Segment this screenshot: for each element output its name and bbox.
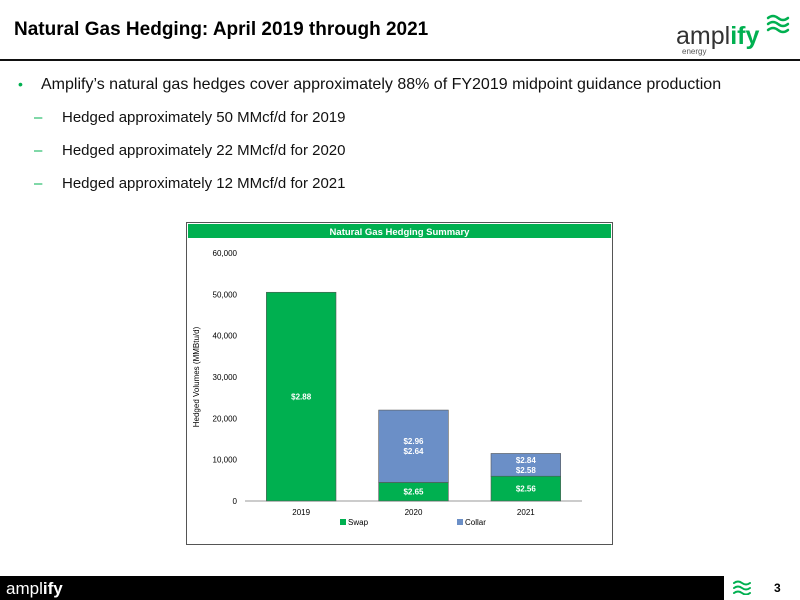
x-tick-label: 2019 bbox=[292, 508, 310, 517]
bar-swap-2021 bbox=[490, 475, 561, 502]
bar-collar-2020 bbox=[378, 409, 449, 483]
legend-label-swap: Swap bbox=[348, 518, 369, 527]
footer-wave-icon bbox=[733, 580, 751, 595]
legend-swatch-swap bbox=[340, 519, 346, 525]
x-tick-label: 2020 bbox=[405, 508, 423, 517]
sub-bullet-2019: – Hedged approximately 50 MMcf/d for 201… bbox=[18, 107, 778, 128]
y-axis-label: Hedged Volumes (MMBtu/d) bbox=[192, 326, 201, 427]
sub-bullet-2020: – Hedged approximately 22 MMcf/d for 202… bbox=[18, 140, 778, 161]
footer-bar bbox=[0, 576, 724, 600]
sub-bullet-text: Hedged approximately 50 MMcf/d for 2019 bbox=[62, 109, 346, 126]
sub-bullet-text: Hedged approximately 22 MMcf/d for 2020 bbox=[62, 142, 346, 159]
dash-icon: – bbox=[34, 142, 43, 159]
bullet-main-text: Amplify’s natural gas hedges cover appro… bbox=[41, 76, 722, 93]
sub-bullet-text: Hedged approximately 12 MMcf/d for 2021 bbox=[62, 175, 346, 192]
page-number: 3 bbox=[774, 581, 781, 595]
bar-price-label: $2.88 bbox=[291, 393, 312, 402]
svg-text:amplify: amplify bbox=[6, 579, 63, 598]
slide-title: Natural Gas Hedging: April 2019 through … bbox=[14, 19, 429, 40]
bullet-main: • Amplify’s natural gas hedges cover app… bbox=[18, 74, 778, 95]
x-tick-label: 2021 bbox=[517, 508, 535, 517]
dash-icon: – bbox=[34, 175, 43, 192]
y-tick-label: 30,000 bbox=[213, 373, 238, 382]
legend-label-collar: Collar bbox=[465, 518, 486, 527]
bar-price-label: $2.58 bbox=[516, 466, 537, 475]
chart-svg: Natural Gas Hedging Summary 0 10,000 20,000… bbox=[188, 224, 611, 527]
chart-title-banner bbox=[188, 224, 611, 238]
bullet-dot-icon: • bbox=[18, 76, 23, 92]
footer-logo-accent: ify bbox=[43, 579, 63, 598]
header-divider bbox=[0, 59, 800, 61]
bar-swap-2019 bbox=[266, 291, 337, 502]
bullet-list: • Amplify’s natural gas hedges cover app… bbox=[18, 74, 778, 194]
svg-text:amplify: amplify bbox=[676, 22, 759, 50]
footer-logo-main: ampl bbox=[6, 579, 43, 598]
bar-price-label: $2.96 bbox=[403, 437, 424, 446]
logo-word-accent: ify bbox=[730, 22, 759, 50]
sub-bullet-2021: – Hedged approximately 12 MMcf/d for 202… bbox=[18, 173, 778, 194]
bar-price-label: $2.56 bbox=[516, 485, 537, 494]
bar-collar-2021 bbox=[490, 453, 561, 477]
y-tick-label: 60,000 bbox=[213, 249, 238, 258]
y-tick-label: 20,000 bbox=[213, 414, 238, 423]
footer-logo: amplify bbox=[6, 579, 63, 598]
wave-icon bbox=[766, 14, 790, 34]
hedging-chart: Natural Gas Hedging Summary 0 10,000 20,000… bbox=[186, 222, 613, 545]
logo-tagline: energy bbox=[682, 47, 706, 56]
legend-swatch-collar bbox=[457, 519, 463, 525]
y-tick-label: 50,000 bbox=[213, 290, 238, 299]
bar-price-label: $2.65 bbox=[403, 488, 424, 497]
y-tick-label: 0 bbox=[233, 497, 238, 506]
dash-icon: – bbox=[34, 109, 43, 126]
bar-price-label: $2.64 bbox=[403, 447, 424, 456]
amplify-logo: amplify energy bbox=[676, 14, 790, 56]
bar-price-label: $2.84 bbox=[516, 456, 537, 465]
chart-title: Natural Gas Hedging Summary bbox=[330, 227, 471, 238]
y-tick-label: 10,000 bbox=[213, 456, 238, 465]
y-tick-label: 40,000 bbox=[213, 332, 238, 341]
logo-word-main: ampl bbox=[676, 22, 730, 50]
